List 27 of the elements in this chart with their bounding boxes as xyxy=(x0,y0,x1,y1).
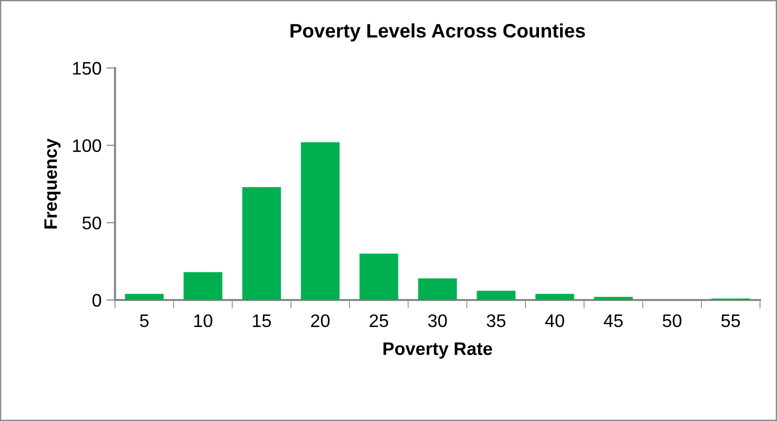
bar xyxy=(476,290,516,300)
bar xyxy=(124,294,164,300)
bar xyxy=(535,294,574,300)
chart-title: Poverty Levels Across Counties xyxy=(290,23,585,42)
x-tick-label: 30 xyxy=(428,314,447,328)
bar xyxy=(184,272,222,300)
y-tick-label: 150 xyxy=(73,62,102,75)
bar xyxy=(418,278,457,300)
x-tick-label: 10 xyxy=(194,314,212,328)
x-tick-label: 55 xyxy=(721,314,740,328)
y-axis-title: Frequency xyxy=(44,138,61,228)
bar xyxy=(360,254,398,300)
x-tick-label: 20 xyxy=(311,314,330,328)
x-tick-label: 45 xyxy=(604,314,623,328)
y-tick-label: 100 xyxy=(73,139,102,152)
x-tick-label: 5 xyxy=(140,314,149,328)
x-tick-label: 40 xyxy=(545,314,564,328)
bar xyxy=(594,296,633,300)
x-tick-label: 35 xyxy=(486,314,506,328)
y-tick-label: 50 xyxy=(82,216,102,230)
x-axis-title: Poverty Rate xyxy=(384,342,492,359)
y-tick-label: 0 xyxy=(92,294,102,307)
bar xyxy=(300,142,340,300)
x-tick-label: 15 xyxy=(252,314,271,328)
x-tick-label: 25 xyxy=(370,314,388,328)
x-tick-label: 50 xyxy=(662,314,682,328)
bar xyxy=(242,187,281,300)
